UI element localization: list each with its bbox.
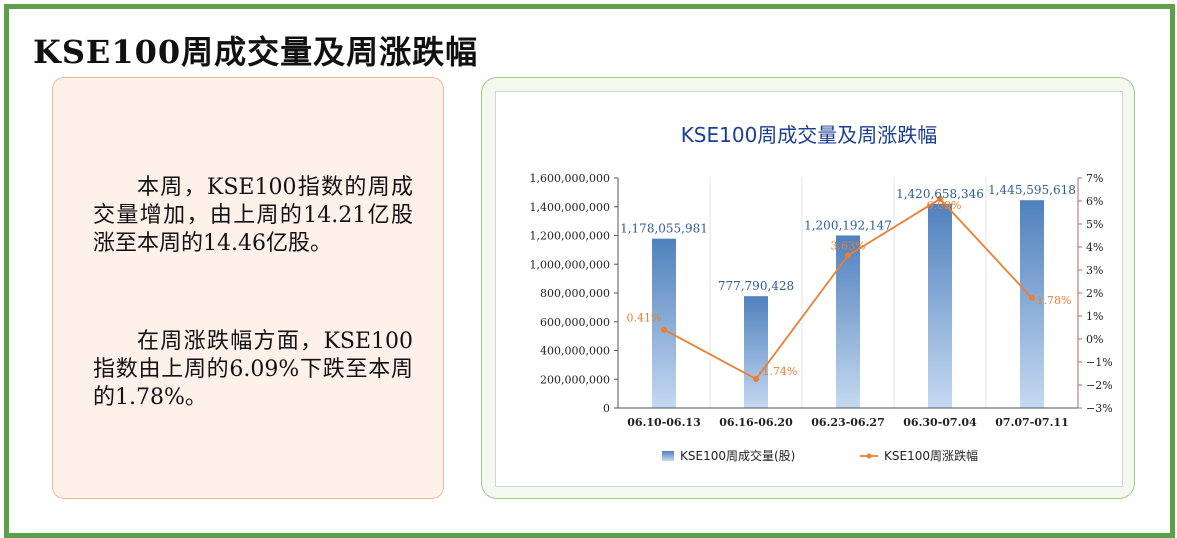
axis-layer: 0 200,000,000 400,000,000 600,000,000 800,00… (530, 172, 1113, 429)
page-frame: KSE100周成交量及周涨跌幅 本周，KSE100指数的周成交量增加，由上周的1… (4, 4, 1175, 538)
line-data-label: -1.74% (759, 365, 798, 378)
right-axis-tick-label: 1% (1086, 310, 1103, 323)
volume-bar (836, 235, 860, 408)
x-axis-tick-label: 06.30-07.04 (903, 416, 977, 429)
x-axis-tick-label: 06.16-06.20 (719, 416, 793, 429)
left-axis-tick-label: 1,000,000,000 (530, 258, 610, 271)
volume-bar (652, 238, 676, 408)
bar-data-label: 1,445,595,618 (988, 183, 1076, 197)
legend-line-marker (866, 453, 872, 459)
bar-data-label: 1,420,658,346 (896, 187, 984, 201)
commentary-paragraph-change: 在周涨跌幅方面，KSE100指数由上周的6.09%下跌至本周的1.78%。 (93, 329, 413, 410)
chart-panel: KSE100周成交量及周涨跌幅 0 200,000,000 400,000,000 6… (481, 77, 1135, 499)
line-data-label: 0.41% (627, 312, 662, 325)
left-axis-tick-label: 1,400,000,000 (530, 201, 610, 214)
change-point (937, 195, 943, 202)
right-axis-tick-label: 2% (1086, 287, 1103, 300)
change-point (661, 326, 667, 333)
combo-chart: KSE100周成交量及周涨跌幅 0 200,000,000 400,000,000 6… (530, 123, 1113, 463)
right-axis-tick-label: 4% (1086, 241, 1103, 254)
left-axis-tick-label: 0 (603, 402, 610, 415)
legend: KSE100周成交量(股) KSE100周涨跌幅 (662, 448, 978, 463)
bar-data-label: 1,200,192,147 (804, 218, 892, 232)
left-axis-tick-label: 600,000,000 (540, 316, 610, 329)
right-axis-tick-label: 7% (1086, 172, 1103, 185)
x-axis-tick-label: 06.10-06.13 (627, 416, 700, 429)
change-point (1029, 295, 1035, 302)
legend-bar-swatch (662, 451, 674, 461)
right-axis-tick-label: 6% (1086, 195, 1103, 208)
bar-data-label: 1,178,055,981 (620, 222, 708, 236)
volume-bar (744, 296, 768, 408)
x-axis-tick-label: 07.07-07.11 (995, 416, 1068, 429)
right-axis-tick-label: −2% (1086, 379, 1113, 392)
legend-bar-label: KSE100周成交量(股) (680, 448, 795, 463)
line-layer (661, 195, 1035, 383)
right-axis-tick-label: 5% (1086, 218, 1103, 231)
chart-container: KSE100周成交量及周涨跌幅 0 200,000,000 400,000,000 6… (495, 91, 1123, 487)
right-axis-tick-label: −1% (1086, 356, 1113, 369)
label-layer: 1,178,055,981 777,790,428 1,200,192,147 1,4… (620, 183, 1076, 378)
left-axis-tick-label: 200,000,000 (540, 373, 610, 386)
right-axis-tick-label: −3% (1086, 402, 1113, 415)
x-axis-tick-label: 06.23-06.27 (811, 416, 884, 429)
volume-bar (928, 203, 952, 408)
commentary-panel: 本周，KSE100指数的周成交量增加，由上周的14.21亿股涨至本周的14.46… (52, 77, 444, 499)
left-axis-tick-label: 1,200,000,000 (530, 230, 610, 243)
bar-data-label: 777,790,428 (718, 279, 794, 293)
line-data-label: 6.09% (927, 199, 962, 212)
page-title: KSE100周成交量及周涨跌幅 (33, 33, 479, 71)
commentary-paragraph-volume: 本周，KSE100指数的周成交量增加，由上周的14.21亿股涨至本周的14.46… (93, 175, 413, 256)
change-point (753, 376, 759, 383)
right-axis-tick-label: 0% (1086, 333, 1103, 346)
line-data-label: 1.78% (1037, 294, 1072, 307)
chart-title: KSE100周成交量及周涨跌幅 (681, 123, 938, 147)
left-axis-tick-label: 800,000,000 (540, 287, 610, 300)
legend-line-label: KSE100周涨跌幅 (884, 448, 978, 463)
right-axis-tick-label: 3% (1086, 264, 1103, 277)
left-axis-tick-label: 400,000,000 (540, 345, 610, 358)
change-point (845, 252, 851, 259)
volume-bar (1020, 200, 1044, 408)
bar-layer (652, 200, 1044, 408)
line-data-label: 3.63% (831, 240, 866, 253)
left-axis-tick-label: 1,600,000,000 (530, 172, 610, 185)
